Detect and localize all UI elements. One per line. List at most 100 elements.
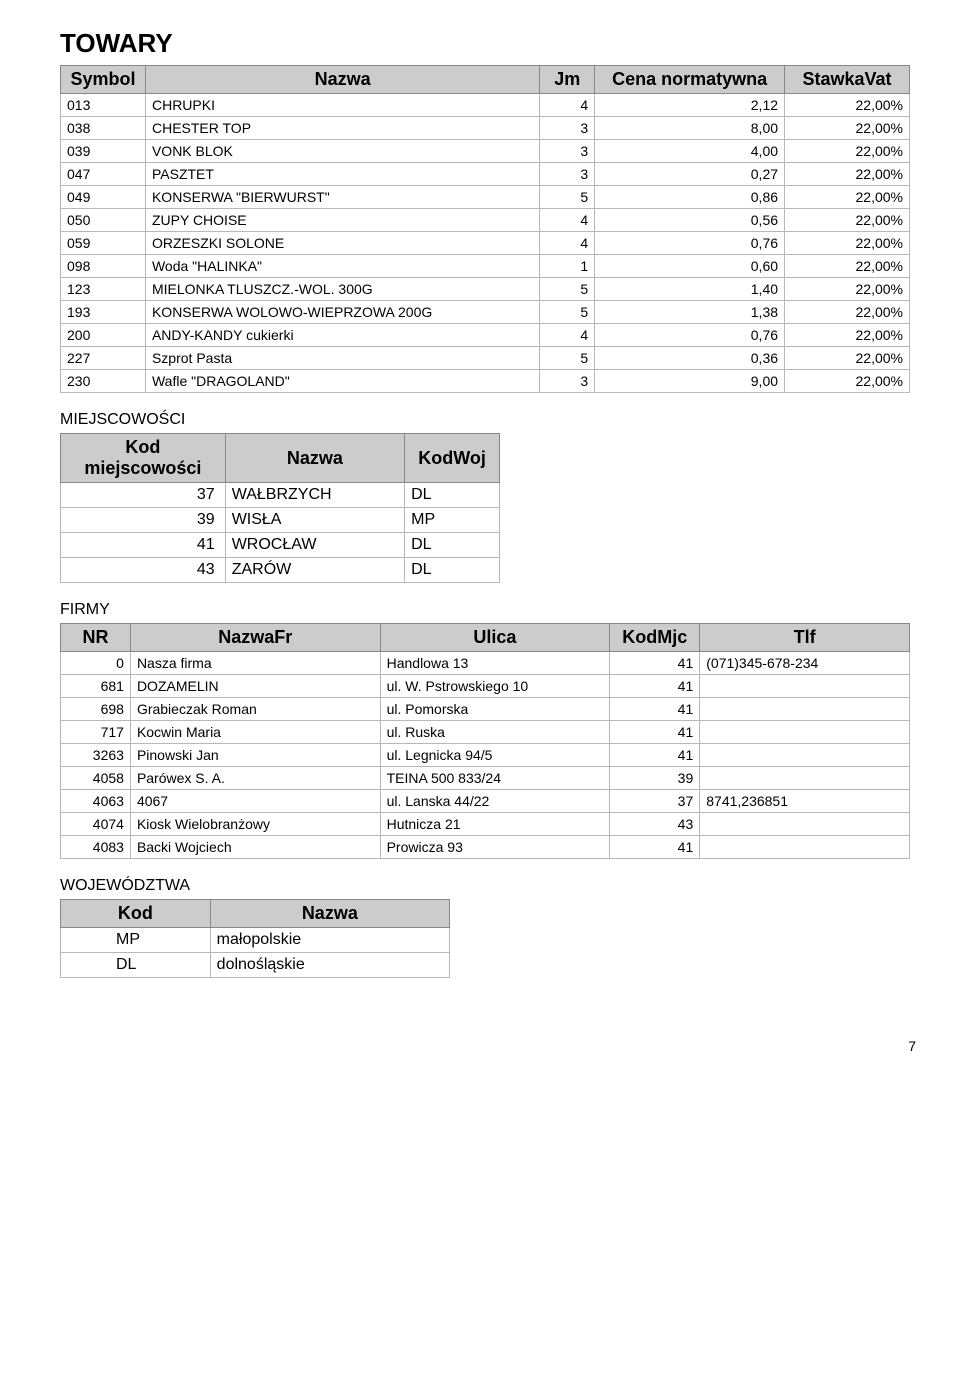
table-row: MPmałopolskie [61,928,450,953]
table-cell: 4 [540,94,595,117]
column-header: KodWoj [405,434,500,483]
table-row: 047PASZTET30,2722,00% [61,163,910,186]
table-cell: 39 [610,767,700,790]
table-cell: 37 [61,483,226,508]
table-cell: 39 [61,508,226,533]
table-cell: dolnośląskie [210,953,449,978]
table-cell: Backi Wojciech [130,836,380,859]
table-cell: 22,00% [785,370,910,393]
table-cell: 22,00% [785,163,910,186]
table-cell: Szprot Pasta [145,347,539,370]
table-cell: 1,38 [595,301,785,324]
table-cell: ul. Pomorska [380,698,610,721]
table-cell [700,813,910,836]
table-row: 41WROCŁAWDL [61,533,500,558]
table-cell: 4058 [61,767,131,790]
column-header: NazwaFr [130,624,380,652]
table-cell: KONSERWA WOLOWO-WIEPRZOWA 200G [145,301,539,324]
table-row: 4074Kiosk WielobranżowyHutnicza 2143 [61,813,910,836]
table-cell: ZARÓW [225,558,404,583]
table-cell: 5 [540,347,595,370]
table-cell: Handlowa 13 [380,652,610,675]
table-cell [700,744,910,767]
column-header: Cena normatywna [595,66,785,94]
table-cell: 2,12 [595,94,785,117]
column-header: Symbol [61,66,146,94]
table-cell: 4067 [130,790,380,813]
table-cell: WAŁBRZYCH [225,483,404,508]
table-cell: 4 [540,232,595,255]
table-cell: DL [405,533,500,558]
table-cell: CHRUPKI [145,94,539,117]
table-row: 717Kocwin Mariaul. Ruska41 [61,721,910,744]
table-cell: DL [61,953,211,978]
table-cell: 41 [610,652,700,675]
table-cell: Pinowski Jan [130,744,380,767]
table-cell: (071)345-678-234 [700,652,910,675]
table-row: 43ZARÓWDL [61,558,500,583]
table-cell: Nasza firma [130,652,380,675]
column-header: KodMjc [610,624,700,652]
table-cell: ul. Legnicka 94/5 [380,744,610,767]
table-cell: Hutnicza 21 [380,813,610,836]
table-cell: 41 [610,675,700,698]
table-row: 059ORZESZKI SOLONE40,7622,00% [61,232,910,255]
table-cell: 3263 [61,744,131,767]
table-cell: ZUPY CHOISE [145,209,539,232]
miejscowosci-table: Kod miejscowościNazwaKodWoj 37WAŁBRZYCHD… [60,433,500,583]
table-row: 0Nasza firmaHandlowa 1341(071)345-678-23… [61,652,910,675]
table-cell: 1,40 [595,278,785,301]
table-row: 40634067ul. Lanska 44/22378741,236851 [61,790,910,813]
table-row: 4058Parówex S. A.TEINA 500 833/2439 [61,767,910,790]
table-cell: 1 [540,255,595,278]
table-cell: 5 [540,186,595,209]
table-cell: CHESTER TOP [145,117,539,140]
column-header: Kod miejscowości [61,434,226,483]
table-cell: 41 [61,533,226,558]
table-cell: 41 [610,836,700,859]
table-cell: 41 [610,721,700,744]
wojewodztwa-table: KodNazwa MPmałopolskieDLdolnośląskie [60,899,450,978]
table-cell: 200 [61,324,146,347]
table-cell: 22,00% [785,186,910,209]
table-cell: Wafle "DRAGOLAND" [145,370,539,393]
table-row: 123MIELONKA TLUSZCZ.-WOL. 300G51,4022,00… [61,278,910,301]
table-cell: 22,00% [785,278,910,301]
table-cell: 4 [540,324,595,347]
column-header: NR [61,624,131,652]
table-cell: ul. Lanska 44/22 [380,790,610,813]
table-cell: Kiosk Wielobranżowy [130,813,380,836]
table-cell: WISŁA [225,508,404,533]
page-number: 7 [60,1038,924,1054]
table-cell: małopolskie [210,928,449,953]
table-cell: ORZESZKI SOLONE [145,232,539,255]
table-row: 049KONSERWA "BIERWURST"50,8622,00% [61,186,910,209]
table-row: 4083Backi WojciechProwicza 9341 [61,836,910,859]
table-cell: 0,56 [595,209,785,232]
table-cell: 5 [540,278,595,301]
table-cell: 3 [540,140,595,163]
table-cell: 43 [61,558,226,583]
firmy-table: NRNazwaFrUlicaKodMjcTlf 0Nasza firmaHand… [60,623,910,859]
table-cell: 230 [61,370,146,393]
table-cell: DL [405,558,500,583]
table-cell: 038 [61,117,146,140]
table-cell: 0,76 [595,232,785,255]
table-cell: 3 [540,370,595,393]
table-row: 39WISŁAMP [61,508,500,533]
table-row: 230Wafle "DRAGOLAND"39,0022,00% [61,370,910,393]
table-cell: 8,00 [595,117,785,140]
table-cell [700,836,910,859]
table-row: 050ZUPY CHOISE40,5622,00% [61,209,910,232]
table-cell: 0,27 [595,163,785,186]
table-cell: 3 [540,163,595,186]
table-cell: WROCŁAW [225,533,404,558]
table-cell: 4083 [61,836,131,859]
table-cell: 22,00% [785,209,910,232]
table-cell: ul. Ruska [380,721,610,744]
table-cell: MP [405,508,500,533]
table-cell: 0,60 [595,255,785,278]
table-cell: 681 [61,675,131,698]
table-row: 200ANDY-KANDY cukierki40,7622,00% [61,324,910,347]
table-cell: 039 [61,140,146,163]
